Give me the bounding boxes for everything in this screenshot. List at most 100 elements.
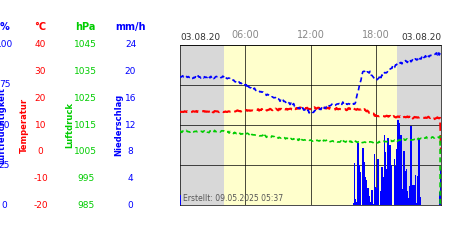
Text: 1045: 1045: [74, 40, 97, 50]
Bar: [369, 204, 371, 205]
Text: 75: 75: [0, 80, 10, 90]
Bar: [410, 126, 412, 205]
Text: 995: 995: [77, 174, 94, 183]
Text: 0: 0: [2, 200, 7, 209]
Text: 20: 20: [125, 67, 136, 76]
Bar: [394, 160, 396, 205]
Text: hPa: hPa: [75, 22, 96, 32]
Bar: [366, 189, 368, 205]
Bar: [419, 197, 421, 205]
Bar: [378, 158, 379, 205]
Bar: [368, 188, 369, 205]
Text: 40: 40: [35, 40, 46, 50]
Bar: [370, 202, 372, 205]
Bar: [377, 181, 378, 205]
Text: 0: 0: [38, 147, 43, 156]
Text: 10: 10: [35, 120, 46, 130]
Bar: [440, 169, 442, 205]
Bar: [418, 139, 420, 205]
Text: Niederschlag: Niederschlag: [115, 94, 124, 156]
Bar: [412, 199, 414, 205]
Bar: [383, 195, 384, 205]
Bar: [385, 152, 387, 205]
Text: mm/h: mm/h: [115, 22, 146, 32]
Bar: [439, 192, 441, 205]
Bar: [401, 200, 403, 205]
Text: 0: 0: [128, 200, 133, 209]
Bar: [225, 45, 396, 205]
Text: 985: 985: [77, 200, 94, 209]
Text: 1005: 1005: [74, 147, 97, 156]
Text: 1015: 1015: [74, 120, 97, 130]
Bar: [403, 150, 405, 205]
Bar: [371, 190, 373, 205]
Bar: [408, 198, 410, 205]
Bar: [374, 154, 375, 205]
Text: 30: 30: [35, 67, 46, 76]
Bar: [375, 187, 376, 205]
Text: 20: 20: [35, 94, 46, 103]
Text: Erstellt: 09.05.2025 05:37: Erstellt: 09.05.2025 05:37: [183, 194, 283, 203]
Bar: [358, 165, 360, 205]
Bar: [365, 180, 367, 205]
Bar: [400, 135, 402, 205]
Bar: [363, 162, 365, 205]
Bar: [417, 176, 418, 205]
Bar: [406, 191, 408, 205]
Bar: [179, 195, 181, 205]
Text: %: %: [0, 22, 9, 32]
Bar: [413, 185, 414, 205]
Text: 24: 24: [125, 40, 136, 50]
Bar: [372, 204, 374, 205]
Bar: [415, 175, 416, 205]
Bar: [369, 196, 370, 205]
Bar: [416, 203, 417, 205]
Bar: [402, 189, 404, 205]
Bar: [387, 142, 388, 205]
Text: °C: °C: [35, 22, 46, 32]
Bar: [405, 169, 407, 205]
Bar: [386, 169, 387, 205]
Text: Temperatur: Temperatur: [20, 98, 29, 152]
Bar: [396, 198, 398, 205]
Bar: [398, 123, 400, 205]
Bar: [359, 172, 361, 205]
Bar: [376, 188, 377, 205]
Bar: [389, 144, 391, 205]
Text: 16: 16: [125, 94, 136, 103]
Bar: [387, 138, 389, 205]
Text: -20: -20: [33, 200, 48, 209]
Bar: [356, 161, 358, 205]
Bar: [390, 165, 392, 205]
Bar: [354, 163, 356, 205]
Bar: [399, 204, 401, 205]
Text: 100: 100: [0, 40, 13, 50]
Bar: [355, 199, 356, 205]
Text: 03.08.20: 03.08.20: [401, 33, 441, 42]
Bar: [362, 148, 364, 205]
Text: 03.08.20: 03.08.20: [180, 33, 220, 42]
Bar: [414, 190, 415, 205]
Bar: [388, 164, 390, 205]
Text: 12: 12: [125, 120, 136, 130]
Bar: [409, 186, 411, 205]
Text: 25: 25: [0, 160, 10, 170]
Bar: [380, 191, 382, 205]
Bar: [357, 143, 359, 205]
Text: Luftfeuchtigkeit: Luftfeuchtigkeit: [0, 86, 7, 164]
Bar: [411, 185, 413, 205]
Text: 50: 50: [0, 120, 10, 130]
Bar: [397, 120, 399, 205]
Bar: [404, 202, 405, 205]
Bar: [396, 149, 397, 205]
Bar: [381, 167, 382, 205]
Bar: [405, 171, 406, 205]
Bar: [353, 203, 355, 205]
Text: 8: 8: [128, 147, 133, 156]
Bar: [418, 190, 419, 205]
Bar: [364, 200, 365, 205]
Bar: [395, 166, 396, 205]
Bar: [382, 177, 383, 205]
Bar: [356, 202, 357, 205]
Text: Luftdruck: Luftdruck: [65, 102, 74, 148]
